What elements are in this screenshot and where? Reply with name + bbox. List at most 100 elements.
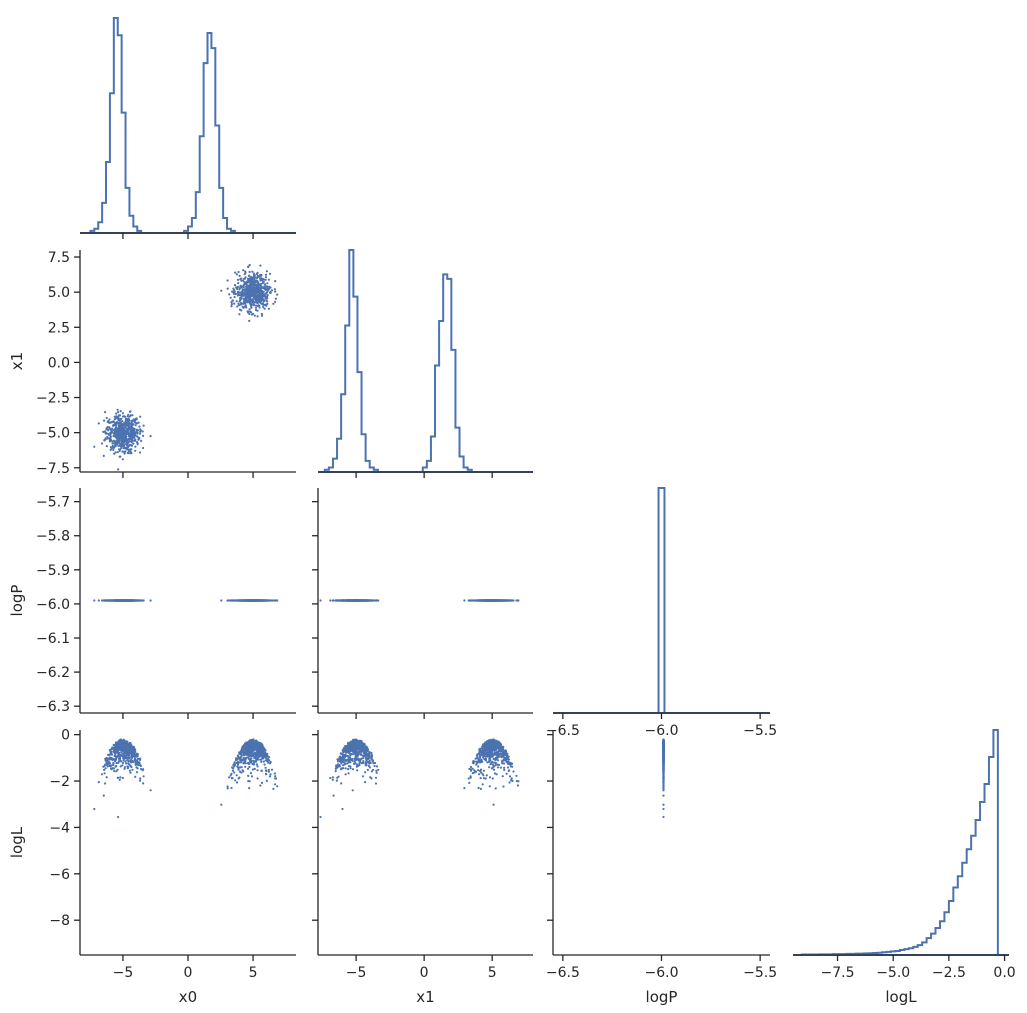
scatter-point (104, 437, 107, 440)
scatter-point (358, 599, 361, 602)
scatter-point (130, 743, 133, 747)
scatter-point (115, 415, 118, 418)
y-tick-label-x1: 0.0 (48, 355, 70, 371)
scatter-point (133, 759, 136, 762)
scatter-point (134, 763, 137, 767)
scatter-point (110, 599, 114, 602)
scatter-point (248, 263, 251, 267)
scatter-point (255, 304, 258, 307)
scatter-point (260, 760, 263, 763)
scatter-point (249, 310, 252, 313)
scatter-point (235, 273, 239, 276)
scatter-point (105, 764, 108, 767)
scatter-point (260, 769, 263, 773)
scatter-point (134, 748, 137, 751)
scatter-point (243, 273, 246, 276)
scatter-point (252, 295, 255, 299)
scatter-point (132, 429, 136, 432)
scatter-point (247, 762, 250, 766)
scatter-point (240, 751, 243, 754)
scatter-point (116, 439, 119, 442)
scatter-point (235, 286, 238, 289)
scatter-point (111, 427, 114, 430)
scatter-point (135, 428, 139, 431)
scatter-point (127, 744, 131, 747)
scatter-point (259, 784, 262, 787)
scatter-point (362, 599, 365, 602)
scatter-point (149, 789, 152, 792)
scatter-point (236, 599, 239, 602)
scatter-point (502, 599, 505, 602)
scatter-point (137, 438, 140, 441)
scatter-point (117, 468, 120, 471)
scatter-point (230, 305, 233, 308)
scatter-point (244, 305, 247, 308)
scatter-point (252, 282, 255, 285)
scatter-point (230, 772, 233, 776)
scatter-point (477, 599, 480, 602)
scatter-point (276, 599, 279, 602)
y-tick-label-logP: −5.7 (36, 495, 70, 511)
scatter-point (97, 781, 100, 784)
scatter-point (257, 749, 260, 752)
scatter-point (238, 766, 241, 769)
scatter-point (142, 424, 145, 427)
scatter-point (251, 300, 254, 303)
scatter-point (342, 599, 345, 602)
scatter-point (140, 599, 143, 602)
scatter-point (262, 278, 265, 281)
scatter-point (247, 274, 250, 277)
scatter-point (242, 770, 245, 773)
scatter-point (257, 275, 260, 278)
scatter-point (238, 304, 241, 307)
scatter-point (240, 599, 243, 602)
scatter-point (266, 282, 269, 285)
scatter-point (121, 440, 124, 443)
scatter-point (276, 293, 279, 296)
scatter-point (273, 288, 276, 291)
scatter-point (103, 772, 106, 775)
scatter-point (332, 599, 335, 602)
scatter-point (238, 776, 241, 779)
scatter-point (128, 444, 131, 447)
scatter-point (256, 282, 260, 285)
scatter-point (129, 429, 132, 432)
panel-x0-vs-x0 (80, 17, 296, 234)
scatter-point (250, 306, 253, 309)
scatter-point (130, 754, 133, 757)
scatter-point (135, 753, 139, 756)
scatter-point (471, 599, 475, 602)
scatter-point (261, 599, 264, 602)
scatter-point (254, 289, 257, 292)
scatter-point (270, 289, 274, 292)
scatter-point (259, 294, 262, 297)
scatter-point (115, 770, 118, 773)
panel-logP-vs-logP (553, 487, 770, 714)
scatter-point (114, 599, 118, 602)
scatter-point (137, 764, 140, 767)
scatter-point (238, 274, 241, 277)
scatter-point (123, 423, 126, 426)
scatter-point (131, 435, 134, 438)
scatter-point (264, 297, 267, 300)
scatter-point (117, 416, 120, 419)
scatter-point (269, 761, 272, 764)
scatter-point (124, 740, 127, 744)
scatter-point (241, 288, 244, 291)
scatter-point (255, 745, 258, 748)
scatter-point (109, 749, 112, 752)
scatter-point (102, 454, 105, 457)
scatter-point (263, 283, 267, 286)
scatter-point (117, 748, 120, 752)
scatter-point (121, 442, 124, 445)
scatter-point (124, 443, 127, 446)
scatter-point (114, 444, 117, 447)
scatter-point (108, 757, 111, 761)
scatter-point (241, 759, 245, 762)
scatter-point (254, 739, 257, 742)
y-tick-label-x1: −5.0 (36, 426, 70, 442)
scatter-point (243, 290, 247, 293)
scatter-point (241, 747, 244, 750)
scatter-point (141, 430, 144, 433)
scatter-point (248, 279, 251, 282)
